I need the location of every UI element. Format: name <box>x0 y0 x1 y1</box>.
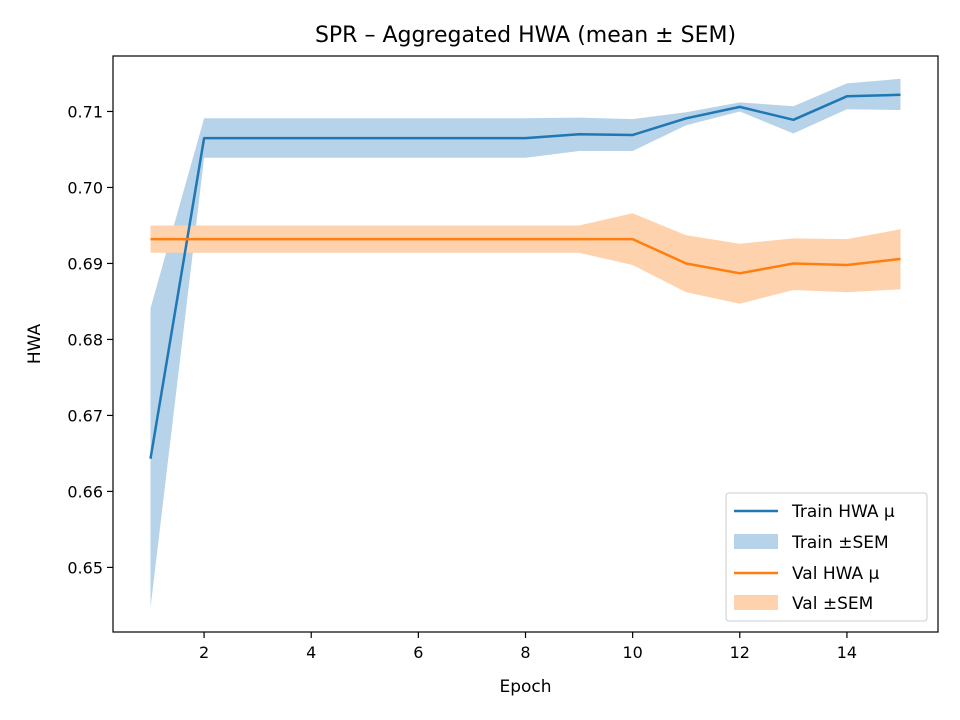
y-axis-ticks: 0.65 0.66 0.67 0.68 0.69 0.70 0.71 <box>67 102 113 577</box>
sem-bands <box>150 78 901 608</box>
x-tick-label: 4 <box>306 643 316 662</box>
x-tick-label: 6 <box>413 643 423 662</box>
x-tick-label: 8 <box>520 643 530 662</box>
legend-label-val-sem: Val ±SEM <box>792 594 873 614</box>
y-tick-label: 0.67 <box>67 406 103 425</box>
legend-label-train-sem: Train ±SEM <box>791 533 889 553</box>
y-tick-label: 0.68 <box>67 330 103 349</box>
chart-title: SPR – Aggregated HWA (mean ± SEM) <box>315 23 736 48</box>
legend-swatch-val-band <box>734 595 778 610</box>
y-tick-label: 0.71 <box>67 102 103 121</box>
y-tick-label: 0.70 <box>67 178 103 197</box>
legend-frame <box>725 492 928 622</box>
series-lines <box>149 93 901 459</box>
legend-label-val-mean: Val HWA µ <box>792 564 880 584</box>
val-mean-line <box>150 237 901 275</box>
y-tick-label: 0.65 <box>67 558 103 577</box>
legend-label-train-mean: Train HWA µ <box>791 502 895 522</box>
legend-swatch-train-band <box>734 534 778 549</box>
y-tick-label: 0.66 <box>67 482 103 501</box>
val-sem-band <box>150 213 901 304</box>
x-tick-label: 14 <box>837 643 857 662</box>
x-tick-label: 2 <box>199 643 209 662</box>
y-axis-label: HWA <box>25 323 45 364</box>
train-sem-band <box>150 78 901 608</box>
y-tick-label: 0.69 <box>67 254 103 273</box>
legend: Train HWA µ Train ±SEM Val HWA µ Val ±SE… <box>725 492 928 622</box>
x-axis-label: Epoch <box>499 677 551 697</box>
train-mean-line <box>149 93 901 459</box>
x-tick-label: 12 <box>730 643 750 662</box>
x-tick-label: 10 <box>622 643 642 662</box>
x-axis-ticks: 2 4 6 8 10 12 14 <box>199 632 857 662</box>
